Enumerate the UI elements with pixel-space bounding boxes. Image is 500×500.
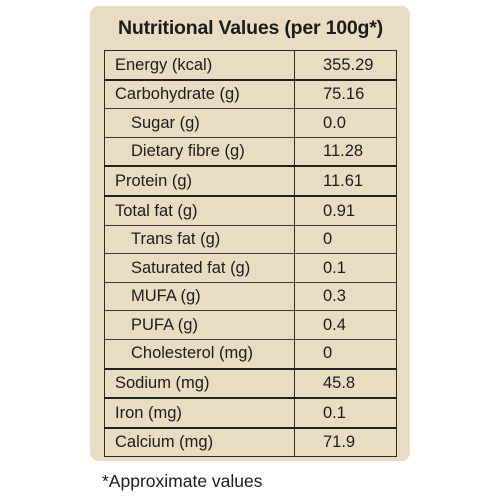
nutrient-name: Iron (mg) <box>104 398 295 429</box>
nutrient-name: Sugar (g) <box>104 108 295 138</box>
nutrient-name: Energy (kcal) <box>104 50 295 81</box>
nutrient-value: 0.3 <box>294 282 397 312</box>
nutrient-name: Protein (g) <box>104 166 295 197</box>
nutrient-value: 0 <box>294 225 397 255</box>
nutrient-value: 355.29 <box>294 50 397 81</box>
table-row: MUFA (g) 0.3 <box>104 282 397 312</box>
table-row: Sugar (g) 0.0 <box>104 108 397 138</box>
nutrient-value: 0.1 <box>294 398 397 429</box>
panel-title: Nutritional Values (per 100g*) <box>118 17 383 39</box>
nutrient-name: Cholesterol (mg) <box>104 339 295 370</box>
table-row: Total fat (g) 0.91 <box>104 195 397 226</box>
nutrient-value: 0.91 <box>294 195 397 226</box>
nutrient-name: PUFA (g) <box>104 310 295 340</box>
table-row: Dietary fibre (g) 11.28 <box>104 137 397 168</box>
table-row: Energy (kcal) 355.29 <box>104 50 397 81</box>
table-row: Calcium (mg) 71.9 <box>104 427 397 457</box>
table-row: Trans fat (g) 0 <box>104 225 397 255</box>
nutrient-value: 0 <box>294 339 397 370</box>
table-row: Carbohydrate (g) 75.16 <box>104 79 397 110</box>
table-row: Cholesterol (mg) 0 <box>104 339 397 370</box>
nutrient-name: Sodium (mg) <box>104 368 295 400</box>
nutrition-panel: Nutritional Values (per 100g*) Energy (k… <box>90 6 410 461</box>
nutrient-value: 75.16 <box>294 79 397 110</box>
nutrient-value: 11.61 <box>294 166 397 197</box>
nutrient-name: MUFA (g) <box>104 282 295 312</box>
nutrient-value: 0.0 <box>294 108 397 138</box>
footnote: *Approximate values <box>102 471 263 491</box>
nutrient-name: Trans fat (g) <box>104 225 295 255</box>
nutrient-value: 0.1 <box>294 253 397 283</box>
table-row: Saturated fat (g) 0.1 <box>104 253 397 283</box>
nutrient-name: Calcium (mg) <box>104 427 295 457</box>
table-row: Protein (g) 11.61 <box>104 166 397 197</box>
nutrient-name: Saturated fat (g) <box>104 253 295 283</box>
nutrient-value: 11.28 <box>294 137 397 168</box>
table-row: PUFA (g) 0.4 <box>104 310 397 340</box>
nutrient-name: Total fat (g) <box>104 195 295 226</box>
nutrient-value: 0.4 <box>294 310 397 340</box>
nutrient-value: 71.9 <box>323 433 356 452</box>
table-row: Iron (mg) 0.1 <box>104 398 397 429</box>
nutrition-table: Energy (kcal) 355.29 Carbohydrate (g) 75.16… <box>104 50 397 458</box>
nutrient-name: Dietary fibre (g) <box>104 137 295 168</box>
nutrition-table-body: Energy (kcal) 355.29 Carbohydrate (g) 75.16… <box>104 50 397 457</box>
nutrient-value: 45.8 <box>294 368 397 400</box>
nutrient-name: Carbohydrate (g) <box>104 79 295 110</box>
table-row: Sodium (mg) 45.8 <box>104 368 397 400</box>
